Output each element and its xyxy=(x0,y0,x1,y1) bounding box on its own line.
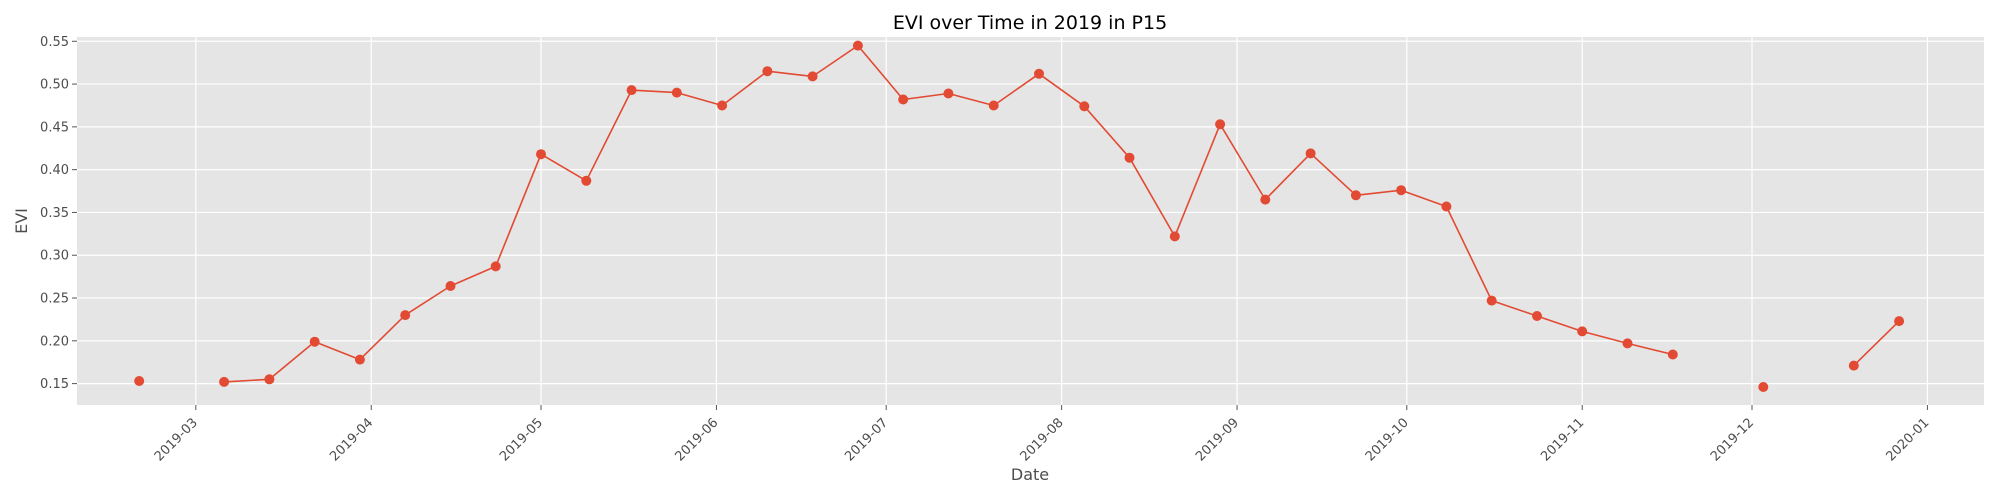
x-tick-label: 2019-06 xyxy=(672,415,721,464)
data-point xyxy=(1667,349,1678,360)
series-evi xyxy=(134,40,1905,392)
data-point xyxy=(1350,190,1361,201)
y-axis-label: EVI xyxy=(12,208,31,234)
data-point xyxy=(309,336,320,347)
y-tick-label: 0.20 xyxy=(40,334,69,349)
data-point xyxy=(717,100,728,111)
data-point xyxy=(354,354,365,365)
data-point xyxy=(898,94,909,105)
y-tick-label: 0.55 xyxy=(40,35,69,50)
data-point xyxy=(1305,148,1316,159)
x-tick-label: 2019-12 xyxy=(1708,415,1757,464)
data-point xyxy=(1079,101,1090,112)
data-point xyxy=(445,281,456,291)
grid xyxy=(77,37,1984,405)
y-tick-label: 0.25 xyxy=(40,292,69,307)
data-point xyxy=(762,66,773,77)
x-tick-label: 2019-04 xyxy=(327,415,376,464)
y-tick-label: 0.45 xyxy=(40,120,69,135)
x-tick-label: 2019-08 xyxy=(1018,415,1067,464)
y-tick-label: 0.30 xyxy=(40,249,69,264)
data-point xyxy=(807,71,818,82)
data-point xyxy=(852,40,863,51)
data-point xyxy=(626,85,637,96)
x-tick-label: 2020-01 xyxy=(1883,415,1932,464)
data-point xyxy=(490,261,501,272)
data-point xyxy=(536,149,546,160)
x-tick-label: 2019-09 xyxy=(1193,415,1242,464)
x-tick-label: 2019-05 xyxy=(497,415,546,464)
data-point xyxy=(671,87,682,98)
data-point xyxy=(1034,68,1044,79)
y-tick-label: 0.50 xyxy=(40,78,69,93)
x-tick-label: 2019-07 xyxy=(842,415,891,464)
x-tick-label: 2019-11 xyxy=(1538,415,1587,464)
data-point xyxy=(1758,382,1769,392)
data-point xyxy=(1532,311,1542,321)
x-tick-label: 2019-03 xyxy=(152,415,201,464)
data-point xyxy=(219,376,230,387)
y-axis-ticks: 0.15 0.20 0.25 0.30 0.35 0.40 0.45 0.50 0.55 xyxy=(40,35,77,392)
x-axis-ticks: 2019-03 2019-04 2019-05 2019-06 2019-07 2019-… xyxy=(152,405,1932,464)
data-point xyxy=(134,376,145,386)
data-point xyxy=(1441,201,1452,212)
data-point xyxy=(1486,295,1497,306)
data-point xyxy=(1124,152,1135,163)
data-point xyxy=(1622,338,1633,349)
series-line xyxy=(1853,320,1900,367)
data-point xyxy=(264,374,275,385)
y-tick-label: 0.40 xyxy=(40,163,69,178)
y-tick-label: 0.35 xyxy=(40,206,69,221)
data-point xyxy=(400,310,411,321)
data-point xyxy=(1577,326,1588,337)
x-tick-label: 2019-10 xyxy=(1363,415,1412,464)
data-point xyxy=(1848,360,1859,371)
data-point xyxy=(1215,119,1226,130)
x-axis-label: Date xyxy=(1011,465,1049,484)
data-point xyxy=(943,88,954,99)
y-tick-label: 0.15 xyxy=(40,377,69,392)
data-point xyxy=(1260,194,1271,205)
plot-background xyxy=(77,37,1984,405)
data-point xyxy=(1396,185,1407,196)
chart-title: EVI over Time in 2019 in P15 xyxy=(893,12,1167,34)
data-point xyxy=(1894,316,1905,327)
data-point xyxy=(988,100,999,111)
data-point xyxy=(581,175,592,186)
data-point xyxy=(1169,231,1180,242)
